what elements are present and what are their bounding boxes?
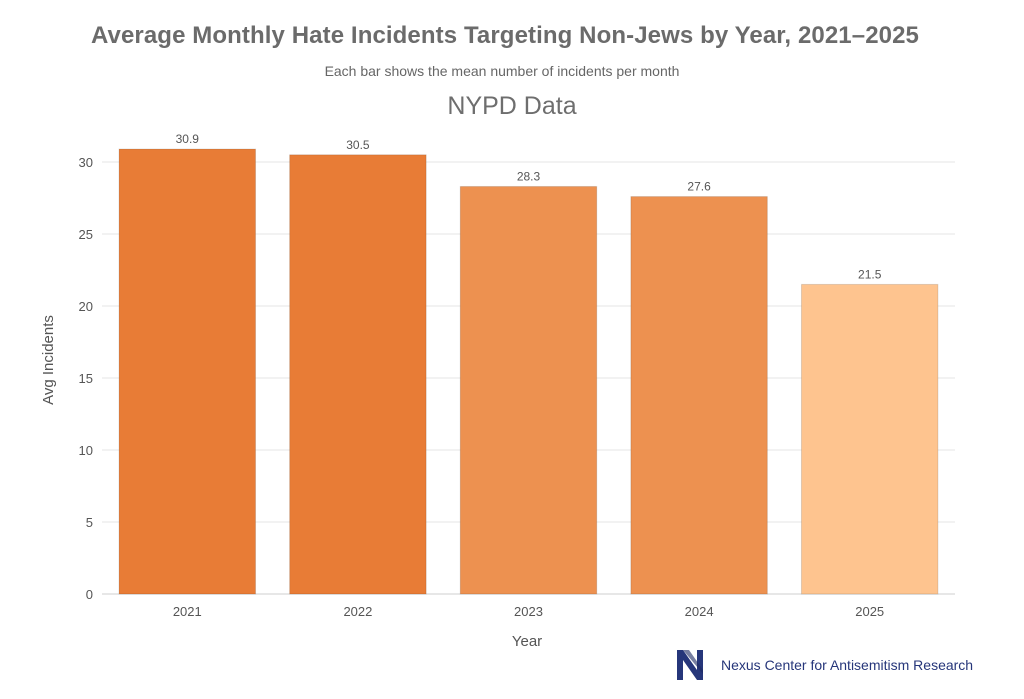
data-label-2024: 27.6	[687, 180, 711, 194]
chart-title: Average Monthly Hate Incidents Targeting…	[90, 22, 919, 49]
y-tick-label: 5	[86, 515, 93, 530]
data-label-2025: 21.5	[858, 267, 882, 281]
bar-2025	[800, 283, 939, 595]
bar-2023	[459, 185, 598, 595]
x-axis-ticks: 2021 2022 2023 2024 2025	[173, 604, 884, 619]
y-tick-label: 30	[79, 155, 93, 170]
data-label-2022: 30.5	[346, 138, 370, 152]
y-axis-ticks: 0 5 10 15 20 25 30	[79, 155, 93, 602]
x-tick-label: 2025	[855, 604, 884, 619]
data-label-2021: 30.9	[176, 132, 200, 146]
chart-heading: NYPD Data	[447, 92, 577, 120]
x-axis-title: Year	[512, 633, 542, 650]
nexus-n-logo-icon	[677, 650, 703, 680]
data-label-2023: 28.3	[517, 169, 541, 183]
bars	[118, 148, 939, 595]
x-tick-label: 2021	[173, 604, 202, 619]
bar-2021	[118, 148, 257, 595]
y-tick-label: 0	[86, 587, 93, 602]
bar-2022	[289, 154, 427, 595]
org-name: Nexus Center for Antisemitism Research	[721, 657, 974, 673]
chart-subtitle: Each bar shows the mean number of incide…	[324, 63, 680, 79]
y-tick-label: 15	[79, 371, 93, 386]
data-labels: 30.9 30.5 28.3 27.6 21.5	[176, 132, 882, 281]
x-tick-label: 2024	[685, 604, 714, 619]
y-tick-label: 25	[79, 227, 93, 242]
x-tick-label: 2023	[514, 604, 543, 619]
bar-2024	[630, 196, 768, 595]
y-axis-title: Avg Incidents	[40, 315, 57, 405]
y-tick-label: 10	[79, 443, 93, 458]
footer-branding: Nexus Center for Antisemitism Research	[675, 648, 1005, 684]
y-tick-label: 20	[79, 299, 93, 314]
x-tick-label: 2022	[343, 604, 372, 619]
